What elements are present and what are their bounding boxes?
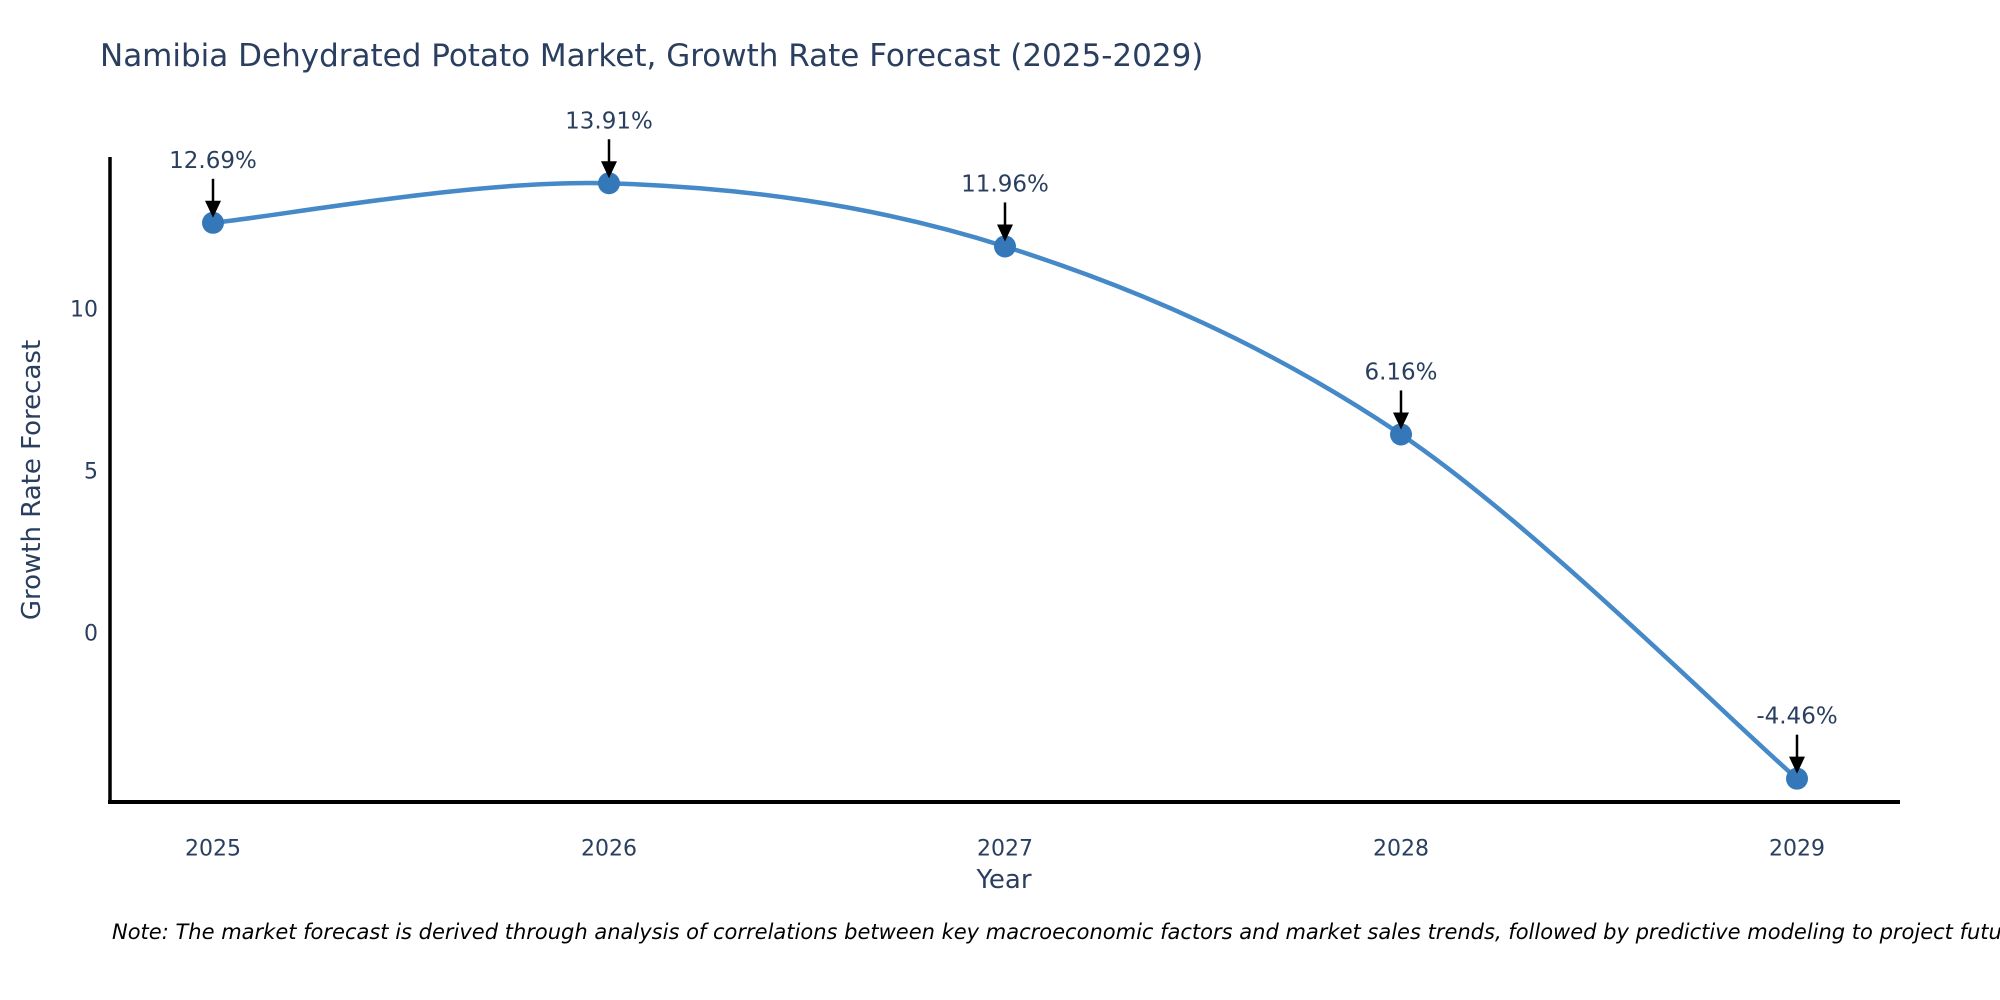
chart-title: Namibia Dehydrated Potato Market, Growth… (100, 38, 1204, 74)
y-tick-label: 5 (84, 460, 98, 485)
data-point-2027[interactable] (994, 235, 1016, 258)
x-tick-label: 2029 (1769, 837, 1825, 862)
data-point-2029[interactable] (1786, 767, 1808, 790)
annotation-arrow-head (1393, 412, 1409, 430)
y-tick-label: 0 (84, 622, 98, 647)
footnote: Note: The market forecast is derived thr… (112, 920, 2000, 944)
point-annotation: 11.96% (961, 171, 1049, 197)
annotation-arrow-head (1789, 756, 1805, 774)
x-tick-label: 2028 (1373, 837, 1429, 862)
annotation-arrow-head (601, 161, 617, 179)
trend-line (212, 180, 1799, 781)
y-axis-title: Growth Rate Forecast (17, 339, 47, 621)
x-tick-label: 2026 (581, 837, 637, 862)
data-point-2025[interactable] (202, 211, 224, 234)
annotation-arrow-head (205, 200, 221, 218)
annotation-arrow-head (997, 224, 1013, 242)
x-tick-label: 2027 (977, 837, 1033, 862)
point-annotation: 13.91% (565, 108, 653, 134)
point-annotation: 12.69% (169, 148, 257, 174)
point-annotation: -4.46% (1756, 704, 1837, 730)
data-point-2026[interactable] (598, 172, 620, 195)
data-point-2028[interactable] (1390, 423, 1412, 446)
x-tick-label: 2025 (185, 837, 241, 862)
x-axis-title: Year (976, 865, 1032, 895)
point-annotation: 6.16% (1364, 359, 1437, 385)
y-tick-label: 10 (70, 297, 98, 322)
